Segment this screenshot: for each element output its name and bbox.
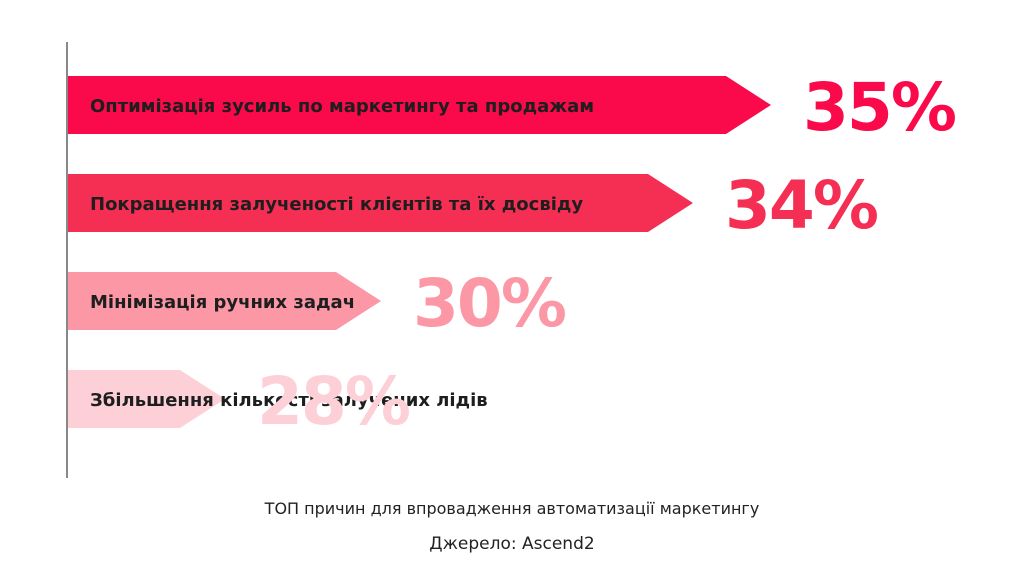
- value-label-1: 35%: [803, 69, 956, 146]
- bar-1: [68, 76, 771, 134]
- chart-title: ТОП причин для впровадження автоматизаці…: [264, 499, 760, 518]
- value-label-4: 28%: [257, 363, 410, 440]
- bar-label-2: Покращення залученості клієнтів та їх до…: [90, 194, 583, 215]
- bar-label-1: Оптимізація зусиль по маркетингу та прод…: [90, 96, 594, 117]
- bar-2: [68, 174, 693, 232]
- chart: Оптимізація зусиль по маркетингу та прод…: [66, 42, 958, 478]
- value-label-3: 30%: [413, 265, 566, 342]
- bar-label-3: Мінімізація ручних задач: [90, 292, 355, 313]
- bar-label-4: Збільшення кількості залучених лідів: [90, 390, 488, 411]
- bar-4: [68, 370, 225, 428]
- bar-3: [68, 272, 381, 330]
- value-label-2: 34%: [725, 167, 878, 244]
- chart-source: Джерело: Ascend2: [429, 534, 595, 554]
